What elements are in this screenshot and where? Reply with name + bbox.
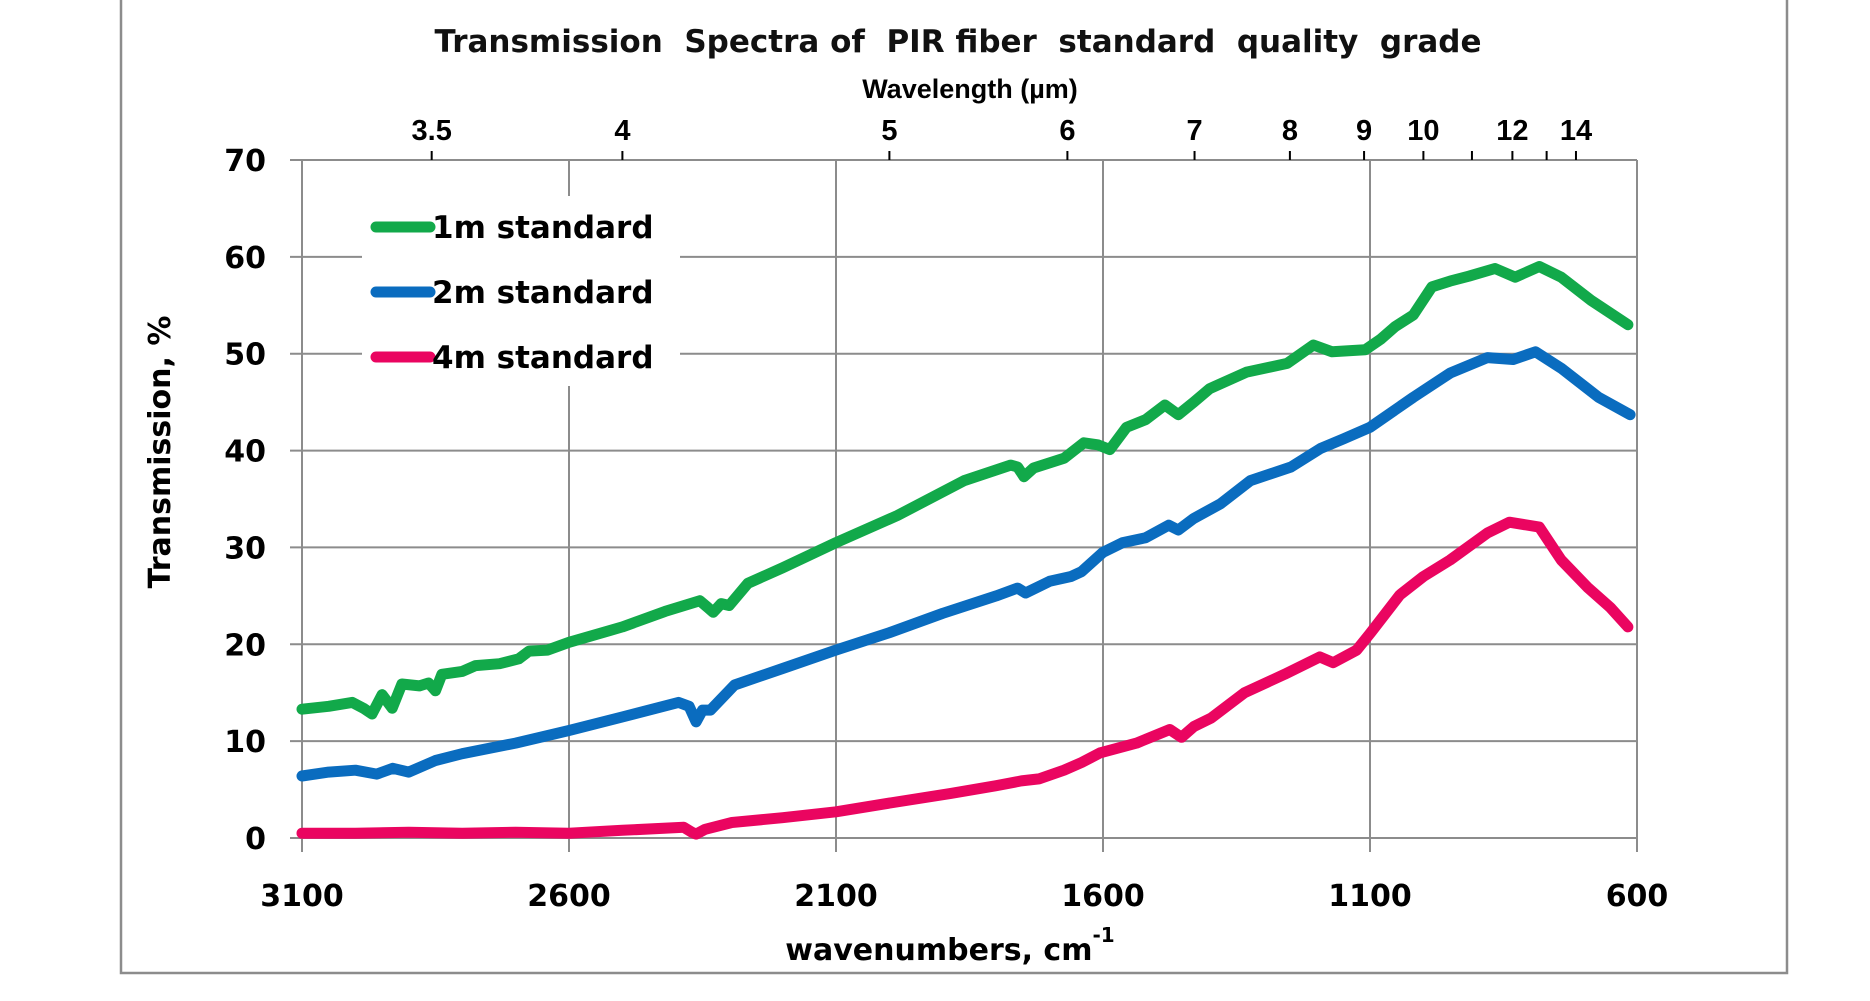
- y-axis-label: Transmission, %: [143, 316, 178, 589]
- x-axis-label: wavenumbers, cm-1: [785, 923, 1114, 968]
- y-tick-label: 40: [224, 435, 266, 470]
- top-axis-tick-label: 6: [1059, 115, 1075, 147]
- top-wavelength-axis: 3.5 4 5 6 7 8 9 10 12 14: [412, 115, 1592, 160]
- top-axis-tick-label: 12: [1496, 115, 1528, 147]
- series-layer: [296, 261, 1636, 840]
- top-axis-tick-label: 5: [881, 115, 897, 147]
- x-axis-label-text: wavenumbers, cm: [785, 933, 1092, 968]
- y-tick-labels: 0 10 20 30 40 50 60 70: [224, 144, 266, 857]
- y-tick-label: 30: [224, 531, 266, 566]
- legend: 1m standard 2m standard 4m standard: [362, 196, 680, 386]
- legend-label-2m: 2m standard: [432, 275, 654, 311]
- legend-label-1m: 1m standard: [432, 210, 654, 246]
- x-tick-label: 2100: [794, 879, 878, 914]
- x-tick-label: 3100: [260, 879, 344, 914]
- x-tick-label: 600: [1606, 879, 1669, 914]
- top-axis-tick-label: 7: [1186, 115, 1202, 147]
- series-line-1m-standard: [296, 261, 1634, 720]
- y-tick-label: 0: [245, 822, 266, 857]
- chart-title: Transmission Spectra of PIR fiber standa…: [434, 24, 1481, 60]
- y-tick-label: 20: [224, 628, 266, 663]
- top-axis-tick-label: 8: [1282, 115, 1298, 147]
- y-tick-label: 60: [224, 241, 266, 276]
- x-tick-label: 1600: [1061, 879, 1145, 914]
- x-tick-label: 2600: [527, 879, 611, 914]
- x-tick-label: 1100: [1328, 879, 1412, 914]
- top-axis-label: Wavelength (µm): [862, 74, 1078, 104]
- y-tick-label: 70: [224, 144, 266, 179]
- top-axis-tick-label: 14: [1560, 115, 1592, 147]
- series-line-4m-standard: [296, 516, 1634, 840]
- top-axis-tick-label: 3.5: [412, 115, 452, 147]
- series-line-2m-standard: [296, 346, 1636, 782]
- chart-frame: [119, 0, 1789, 975]
- top-axis-tick-label: 10: [1407, 115, 1439, 147]
- legend-label-4m: 4m standard: [432, 340, 654, 376]
- x-tick-labels: 3100 2600 2100 1600 1100 600: [260, 879, 1668, 914]
- top-axis-tick-label: 9: [1356, 115, 1372, 147]
- y-tick-label: 50: [224, 338, 266, 373]
- x-axis-label-superscript: -1: [1092, 923, 1114, 947]
- top-axis-tick-label: 4: [614, 115, 630, 147]
- y-tick-label: 10: [224, 725, 266, 760]
